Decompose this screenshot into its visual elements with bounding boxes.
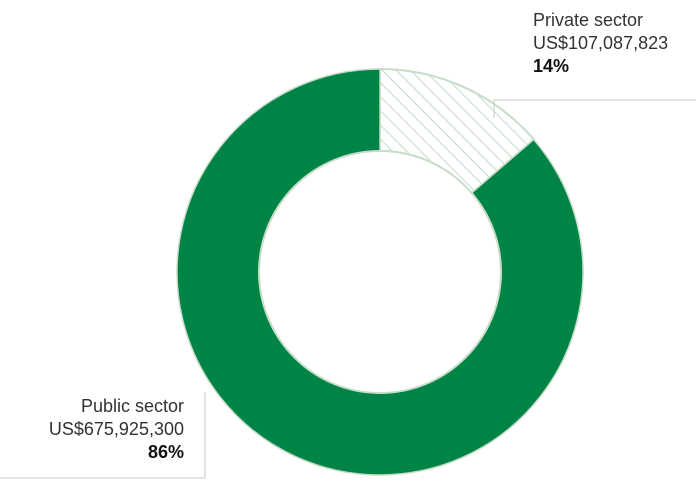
slice-label-private-percent: 14% [533, 56, 570, 76]
slice-label-public-value: US$675,925,300 [48, 419, 184, 439]
data-label-public-sector: Public sector US$675,925,300 86% [49, 395, 184, 464]
slice-label-private-value: US$107,087,823 [533, 33, 669, 53]
leader-line-public [0, 392, 206, 479]
leader-line-private [493, 99, 696, 118]
data-label-private-sector: Private sector US$107,087,823 14% [533, 9, 668, 78]
slice-label-public-percent: 86% [147, 442, 184, 462]
donut-hole [258, 150, 502, 394]
slice-label-public-name: Public sector [80, 396, 184, 416]
slice-label-private-name: Private sector [533, 10, 644, 30]
donut-slices [176, 67, 584, 476]
